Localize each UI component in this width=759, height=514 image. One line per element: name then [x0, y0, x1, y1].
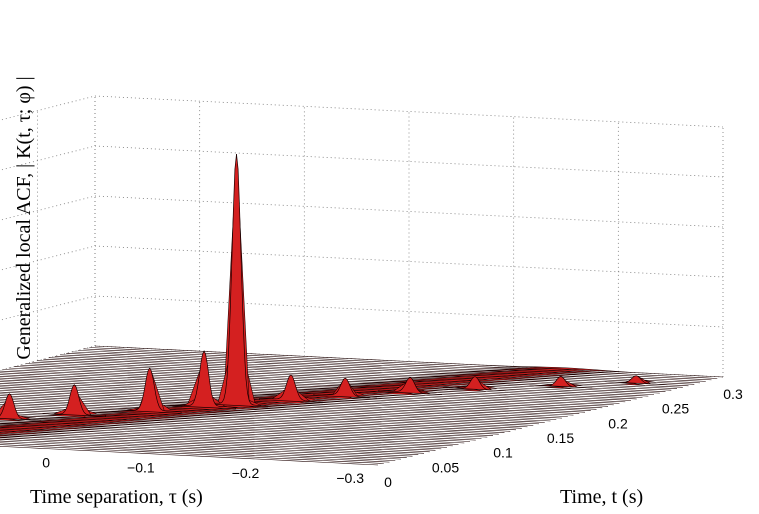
peak-spike	[117, 367, 182, 414]
peak-spike	[604, 375, 668, 386]
tau-tick-label: −0.2	[232, 465, 260, 481]
axis-labels: Generalized local ACF, | K(t, τ; φ) | Ti…	[13, 76, 643, 508]
peak-spike	[313, 377, 378, 399]
surface-strip	[0, 436, 407, 458]
surface-strip	[0, 372, 620, 404]
surface-strip	[0, 434, 413, 457]
surface-strip	[0, 442, 390, 463]
tick-labels: 00.20.40.60.810.30.20.10−0.1−0.2−0.300.0…	[42, 386, 743, 490]
peak-spike	[529, 376, 593, 389]
surface-strip	[0, 371, 517, 431]
surface-strip	[8, 367, 637, 400]
surface-strip	[54, 356, 683, 388]
peak-spike	[259, 374, 323, 404]
surface-strip	[0, 409, 499, 435]
surface-strip	[77, 350, 706, 382]
surface-strip	[83, 348, 712, 381]
surface-strip	[66, 353, 695, 385]
surface-strip	[0, 416, 465, 444]
grid-line-z	[0, 295, 724, 328]
tau-tick-label: 0	[42, 455, 50, 471]
t-tick-label: 0.15	[547, 430, 574, 446]
peak-spike	[443, 376, 507, 392]
surface-strip	[0, 400, 522, 429]
peak-spike	[0, 393, 42, 421]
surface-strip	[0, 153, 551, 422]
peak-spike	[172, 350, 236, 410]
surface-strip	[0, 414, 482, 439]
surface-strip	[0, 425, 442, 450]
surface-strip	[0, 403, 511, 432]
surface-strip	[0, 427, 436, 451]
x-axis-label: Time separation, τ (s)	[30, 486, 203, 508]
surface-strip	[0, 446, 379, 466]
surface-strip	[0, 370, 626, 403]
surface-strip	[94, 345, 724, 378]
surface-strip	[0, 422, 453, 447]
surface-strip	[0, 424, 448, 448]
grid-line-z	[0, 195, 724, 228]
tau-tick-label: −0.1	[127, 460, 155, 476]
surface-strip	[0, 432, 419, 455]
surface-strip	[0, 438, 402, 460]
surface-strip	[20, 364, 649, 397]
surface-strip	[60, 354, 689, 387]
t-tick-label: 0.2	[608, 415, 628, 431]
surface-strip	[0, 413, 476, 441]
surface-strip	[0, 430, 425, 454]
tau-tick-label: −0.3	[336, 470, 364, 486]
surface-strip	[0, 350, 557, 420]
surface-strip	[89, 347, 718, 379]
surface-strip	[0, 428, 430, 453]
grid-line-z	[0, 245, 724, 278]
surface-strip	[37, 360, 666, 392]
y-axis-label: Time, t (s)	[560, 486, 643, 508]
z-axis-label: Generalized local ACF, | K(t, τ; φ) |	[13, 76, 35, 359]
grid-line-z	[0, 95, 724, 128]
grid-line-z	[0, 145, 724, 178]
t-tick-label: 0	[384, 474, 392, 490]
t-tick-label: 0.05	[432, 459, 459, 475]
surface-strip	[0, 407, 505, 433]
surface-strip	[0, 440, 396, 461]
surface-strip	[0, 444, 384, 464]
peak-spike	[42, 384, 107, 417]
surface-strip	[0, 411, 488, 438]
surface-strip	[31, 361, 660, 394]
peak-spike	[378, 377, 442, 395]
surface-strip	[71, 351, 701, 384]
surface-strip	[2, 369, 632, 401]
surface-strip	[0, 388, 568, 417]
t-tick-label: 0.25	[662, 401, 689, 417]
t-tick-label: 0.1	[493, 445, 513, 461]
t-tick-label: 0.3	[723, 386, 743, 402]
surface-plot	[0, 153, 724, 466]
surface-strip	[0, 421, 459, 445]
surface-strip	[0, 402, 471, 442]
